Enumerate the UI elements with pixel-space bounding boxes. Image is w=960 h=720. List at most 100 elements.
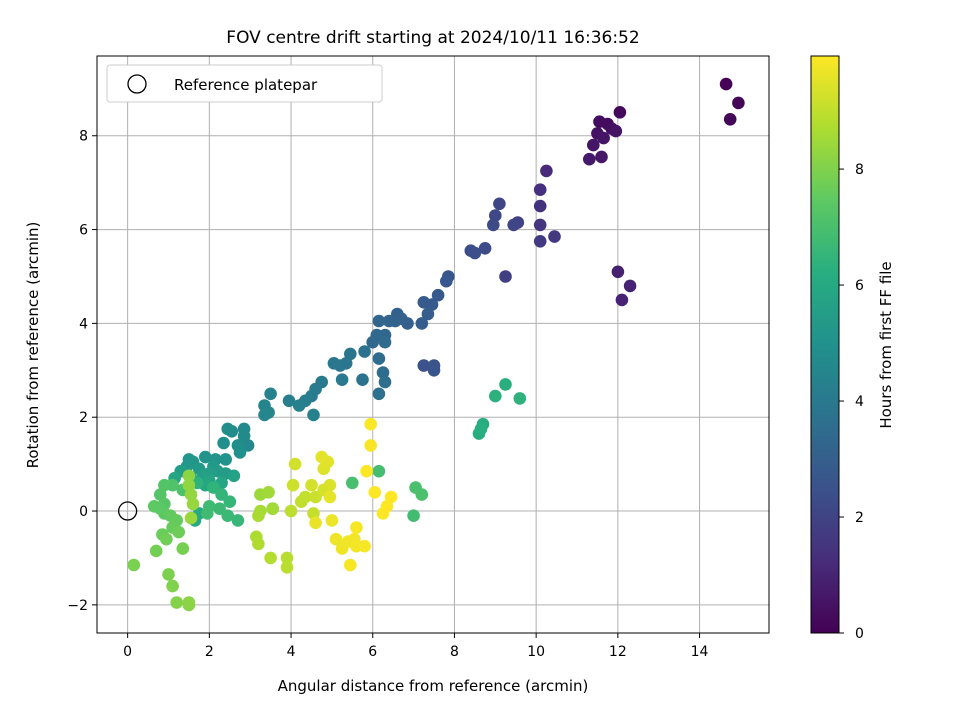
data-point — [513, 392, 527, 405]
y-axis-ticks: −2 0 2 4 6 8 — [67, 129, 97, 614]
data-point — [309, 490, 322, 504]
y-tick-label: 4 — [79, 316, 88, 332]
legend-box — [106, 64, 383, 103]
data-point — [221, 422, 234, 436]
data-point — [540, 164, 553, 178]
data-point — [499, 378, 512, 391]
data-point — [431, 288, 445, 302]
data-point — [378, 335, 392, 349]
x-tick-label: 14 — [691, 644, 709, 660]
data-point — [548, 230, 561, 243]
y-tick-label: 2 — [79, 410, 88, 426]
data-point — [258, 399, 271, 412]
data-point — [732, 96, 745, 110]
data-point — [372, 464, 386, 478]
data-point — [609, 124, 623, 138]
data-point — [382, 314, 396, 328]
data-point — [493, 197, 506, 211]
data-point — [427, 364, 441, 377]
x-tick-label: 2 — [205, 644, 214, 660]
data-point — [329, 532, 343, 546]
data-point — [350, 521, 363, 534]
data-point — [292, 399, 306, 412]
data-point — [533, 235, 547, 248]
data-point — [262, 486, 275, 499]
data-point — [597, 131, 610, 145]
data-point — [264, 387, 277, 401]
data-point — [344, 558, 357, 572]
data-point — [487, 218, 500, 232]
data-point — [474, 422, 488, 436]
data-point — [154, 488, 167, 501]
x-tick-label: 8 — [450, 644, 459, 660]
data-point — [372, 387, 386, 401]
data-point — [315, 450, 329, 464]
data-point — [507, 218, 520, 232]
data-point — [376, 366, 390, 379]
legend-marker-icon — [127, 74, 147, 94]
data-point — [266, 502, 280, 515]
data-point — [166, 579, 179, 593]
data-point — [184, 488, 198, 501]
data-point — [199, 450, 212, 464]
colorbar-tick-label: 6 — [855, 278, 864, 294]
data-point — [282, 394, 296, 408]
data-point — [286, 478, 300, 492]
data-point — [201, 507, 214, 520]
data-point — [583, 152, 596, 166]
data-point — [593, 115, 606, 128]
data-point — [499, 270, 512, 283]
data-point — [252, 537, 265, 551]
data-point — [182, 596, 196, 609]
data-point — [372, 314, 386, 328]
data-point — [233, 446, 247, 459]
y-axis-label: Rotation from reference (arcmin) — [24, 222, 42, 469]
data-point — [325, 514, 339, 527]
x-axis-ticks: 0 2 4 6 8 10 12 14 — [123, 633, 709, 660]
data-point — [615, 293, 629, 307]
data-point — [595, 150, 608, 164]
legend-label: Reference platepar — [174, 76, 318, 94]
data-point — [264, 551, 277, 565]
data-point — [172, 525, 185, 539]
data-point — [127, 558, 141, 572]
data-point — [533, 218, 547, 232]
chart-title: FOV centre drift starting at 2024/10/11 … — [226, 28, 639, 48]
data-point — [299, 490, 312, 504]
data-point — [252, 509, 265, 522]
y-tick-label: 6 — [79, 223, 88, 239]
data-point — [366, 335, 380, 349]
data-point — [489, 209, 502, 222]
data-point — [307, 408, 320, 422]
data-point — [217, 436, 230, 450]
data-point — [417, 296, 431, 309]
y-tick-label: 8 — [79, 129, 88, 145]
data-point — [237, 429, 251, 443]
data-point — [309, 516, 322, 530]
data-points — [127, 77, 745, 612]
data-point — [623, 279, 637, 293]
data-point — [170, 596, 183, 609]
data-point — [421, 307, 435, 321]
x-tick-label: 4 — [287, 644, 296, 660]
data-point — [147, 500, 161, 513]
data-point — [468, 246, 482, 260]
data-point — [323, 478, 337, 492]
data-point — [160, 532, 173, 546]
data-point — [327, 357, 341, 370]
data-point — [415, 488, 429, 501]
data-point — [149, 544, 163, 558]
colorbar-gradient — [810, 55, 840, 634]
data-point — [305, 478, 318, 492]
data-point — [378, 375, 392, 389]
data-point — [227, 469, 241, 483]
data-point — [417, 359, 431, 372]
colorbar-label: Hours from first FF file — [877, 261, 895, 428]
data-point — [207, 481, 220, 494]
data-point — [307, 507, 320, 520]
data-point — [258, 408, 271, 422]
data-point — [719, 77, 733, 91]
data-point — [415, 317, 429, 330]
data-point — [158, 478, 171, 492]
y-tick-label: −2 — [67, 598, 88, 614]
